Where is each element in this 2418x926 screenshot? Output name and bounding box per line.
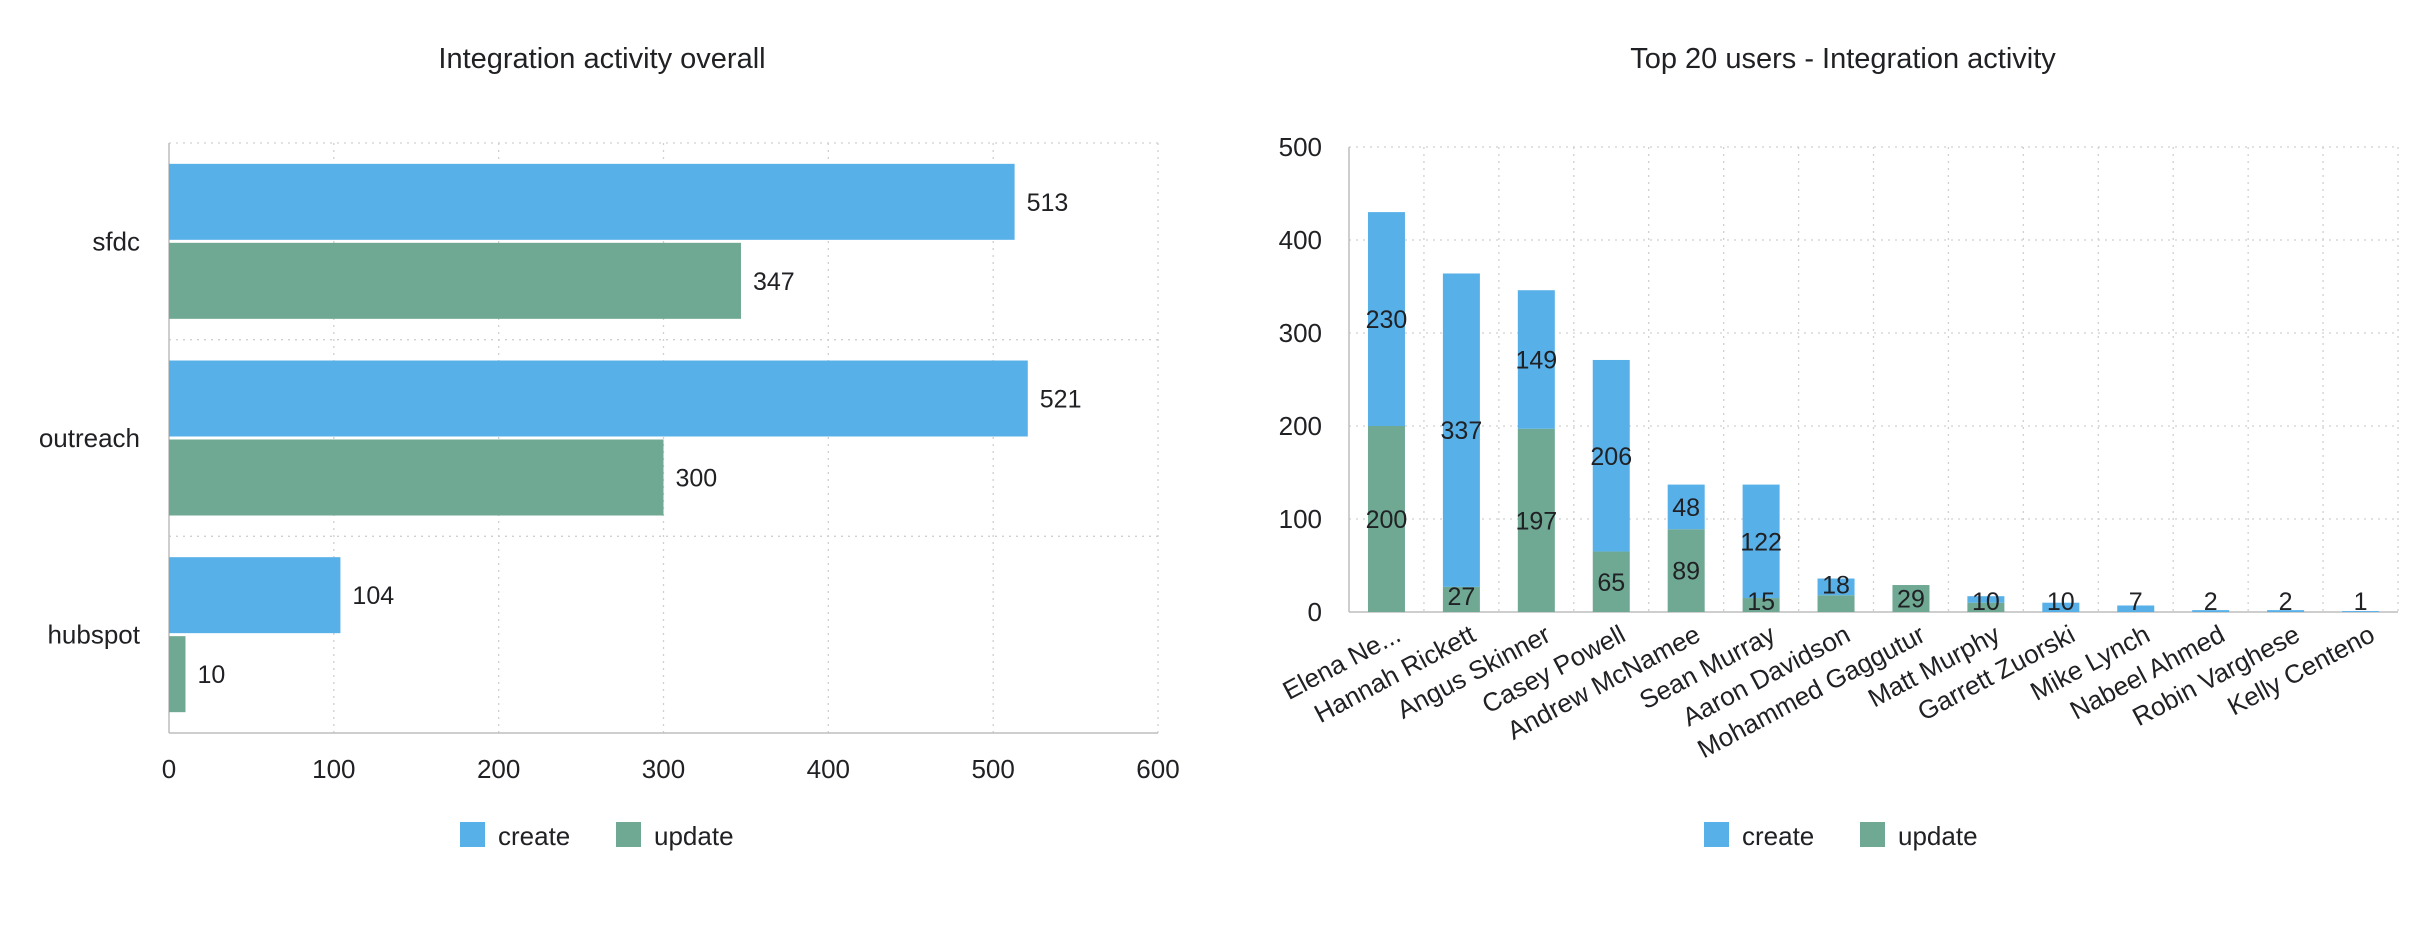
left-category-label: outreach [39,423,140,453]
left-chart-title: Integration activity overall [438,43,765,75]
right-grid [1348,146,2399,613]
right-bar-value: 197 [1515,507,1557,535]
right-bar-value: 7 [2129,588,2143,616]
right-bar-update [1817,595,1855,612]
right-y-tick: 200 [1279,411,1322,441]
left-bar-create [169,163,1015,240]
right-bar-create [1517,290,1555,429]
top-users-integration-activity-chart: Top 20 users - Integration activity 200 2… [1278,43,2399,851]
right-bar-create [1817,578,1855,596]
right-legend[interactable]: create update [1704,821,1978,851]
left-x-tick: 0 [162,754,176,784]
left-bar-value: 300 [676,465,718,493]
right-y-tick-labels: 0 100 200 300 400 500 [1279,132,1322,627]
integration-activity-overall-chart: Integration activity overall 513 347 521 30… [39,43,1180,851]
right-bar-value: 27 [1447,583,1475,611]
right-bar-value: 1 [2354,588,2368,616]
left-bars [169,163,1028,713]
right-bar-create [1592,359,1630,552]
left-category-label: sfdc [92,226,140,256]
left-bar-value: 347 [753,268,795,296]
left-bar-create [169,557,341,634]
right-bar-value: 2 [2204,588,2218,616]
legend-update-swatch-right [1860,822,1885,847]
right-bar-value: 48 [1672,494,1700,522]
right-bar-update [1892,585,1930,612]
right-bar-update [1667,529,1705,612]
right-bar-value: 149 [1515,347,1557,375]
right-bar-create [2267,610,2305,612]
left-legend[interactable]: create update [460,821,734,851]
left-x-tick: 400 [807,754,850,784]
left-bar-value: 10 [197,661,225,689]
right-bar-create [1742,484,1780,599]
left-category-labels: sfdc outreach hubspot [39,226,141,649]
left-bar-value: 513 [1027,189,1069,217]
right-bar-create [2192,610,2230,612]
legend-update-swatch-left [616,822,641,847]
legend-update-label-right: update [1898,821,1978,851]
right-bar-value: 89 [1672,558,1700,586]
left-x-tick: 500 [971,754,1014,784]
right-bar-create [2117,605,2155,612]
right-bar-create [1667,484,1705,530]
right-bar-create [1442,273,1480,587]
right-y-tick: 400 [1279,225,1322,255]
right-bar-create [1367,212,1405,426]
left-x-tick: 600 [1136,754,1179,784]
left-bar-update [169,439,664,516]
right-bar-create [2042,602,2080,612]
right-bar-value: 206 [1590,443,1632,471]
right-bar-value: 65 [1597,569,1625,597]
legend-create-swatch-right [1704,822,1729,847]
left-bar-create [169,360,1028,437]
right-bar-update [1517,428,1555,612]
right-chart-title: Top 20 users - Integration activity [1630,43,2056,75]
left-category-label: hubspot [47,620,140,650]
right-bar-value: 122 [1740,528,1782,556]
right-bar-value: 230 [1366,306,1408,334]
right-bar-update [1592,551,1630,612]
left-bar-update [169,242,741,319]
right-y-tick: 100 [1279,504,1322,534]
right-bar-update [1367,426,1405,612]
right-bar-value: 337 [1441,417,1483,445]
right-bar-value: 2 [2279,588,2293,616]
right-bar-value: 10 [2047,588,2075,616]
right-bar-update [1442,586,1480,612]
right-bar-value: 10 [1972,588,2000,616]
left-x-tick: 300 [642,754,685,784]
left-data-labels: 513 347 521 300 104 10 [197,189,1081,689]
right-bar-value: 15 [1747,588,1775,616]
left-grid [168,142,1159,734]
right-y-tick: 0 [1308,597,1322,627]
right-bar-update [1742,598,1780,612]
left-bar-update [169,636,186,713]
right-bar-create [1967,596,2005,603]
right-y-tick: 300 [1279,318,1322,348]
right-bar-create [2342,611,2380,612]
legend-create-swatch-left [460,822,485,847]
right-bar-value: 200 [1366,506,1408,534]
right-bar-update [1967,602,2005,612]
right-y-tick: 500 [1279,132,1322,162]
left-x-tick-labels: 0 100 200 300 400 500 600 [162,754,1180,784]
legend-create-label-left: create [498,821,570,851]
legend-create-label-right: create [1742,821,1814,851]
legend-update-label-left: update [654,821,734,851]
left-bar-value: 521 [1040,386,1082,414]
right-bars [1367,212,2380,612]
right-bar-value: 18 [1822,571,1850,599]
right-bar-value: 29 [1897,586,1925,614]
left-bar-value: 104 [352,582,394,610]
left-x-tick: 100 [312,754,355,784]
left-x-tick: 200 [477,754,520,784]
